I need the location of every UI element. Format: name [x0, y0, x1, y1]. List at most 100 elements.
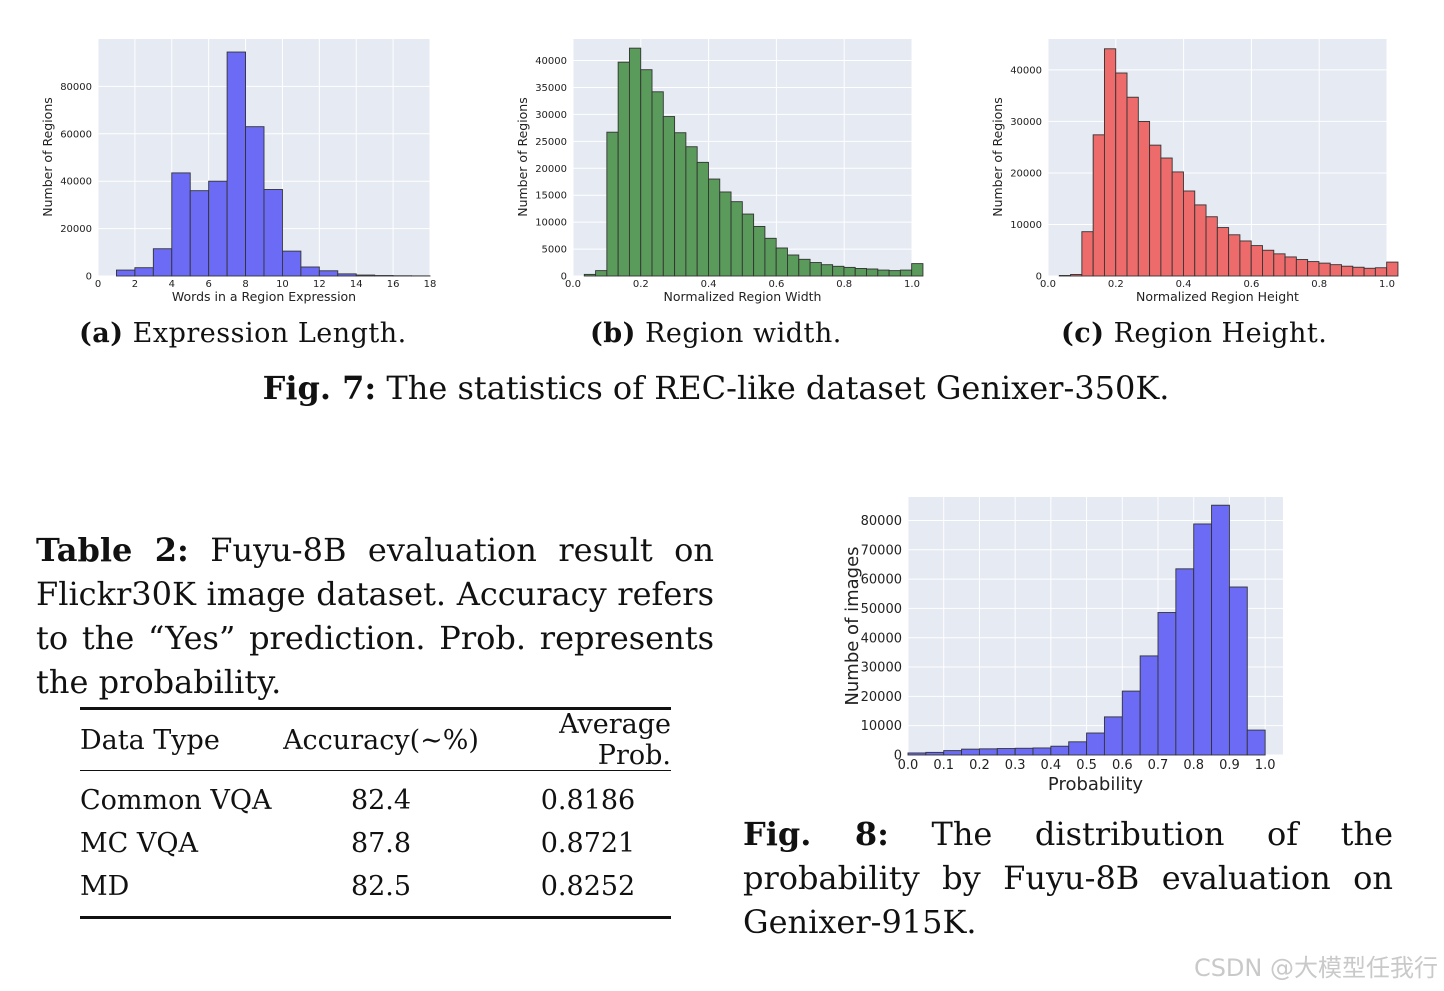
x-tick-label: 0.8	[836, 279, 852, 290]
histogram-bar	[996, 748, 1016, 756]
histogram-bar	[1086, 732, 1105, 756]
histogram-bar	[1374, 267, 1388, 277]
x-tick-label: 0.4	[1041, 758, 1062, 773]
x-tick-label: 16	[387, 279, 400, 290]
histogram-bar	[1386, 261, 1399, 277]
x-tick-label: 0.4	[1176, 279, 1192, 290]
x-axis-label: Normalized Region Height	[1136, 289, 1299, 304]
y-tick-label: 20000	[861, 690, 902, 705]
y-tick-label: 60000	[861, 573, 902, 588]
histogram-bar	[1246, 729, 1266, 756]
x-tick-label: 0.8	[1311, 279, 1327, 290]
y-tick-label: 30000	[1010, 117, 1042, 128]
table-header-cell: Data Type	[80, 724, 220, 756]
subcaption-a: (a) Expression Length.	[79, 318, 407, 349]
histogram-bar	[1363, 267, 1376, 277]
subcaption-b-tag: (b)	[590, 318, 636, 349]
table-cell: 82.4	[350, 785, 412, 816]
histogram-bar	[911, 263, 924, 277]
histogram-bar	[1341, 265, 1354, 277]
y-tick-label: 15000	[535, 191, 567, 202]
watermark: CSDN @大模型任我行	[1193, 954, 1438, 982]
histogram-bar	[1032, 747, 1052, 756]
subcaption-a-text: Expression Length.	[132, 318, 407, 349]
y-tick-label: 0	[894, 749, 902, 764]
figure8-caption-text: The distribution of the probability by F…	[743, 815, 1394, 941]
y-tick-label: 40000	[861, 631, 902, 646]
figure7-caption: Fig. 7: The statistics of REC-like datas…	[0, 369, 1432, 407]
subcaption-a-tag: (a)	[79, 318, 124, 349]
histogram-bar	[961, 748, 980, 756]
x-axis-label: Words in a Region Expression	[172, 289, 356, 304]
x-tick-label: 0	[95, 279, 101, 290]
y-tick-label: 60000	[60, 129, 92, 140]
table-row: MD 82.5 0.8252	[80, 865, 671, 908]
x-tick-label: 0.6	[1243, 279, 1259, 290]
x-tick-label: 0.0	[898, 758, 919, 773]
histogram-bar	[1211, 504, 1230, 756]
histogram-bar	[1193, 523, 1213, 756]
y-tick-label: 5000	[542, 245, 567, 256]
table-cell: 87.8	[350, 828, 412, 859]
table-header-row: Data Type Accuracy(∼%) Average Prob.	[80, 709, 671, 771]
y-tick-label: 35000	[535, 83, 567, 94]
y-tick-label: 80000	[60, 82, 92, 93]
y-tick-label: 20000	[60, 224, 92, 235]
y-tick-label: 0	[1036, 272, 1042, 283]
y-axis-label: Numbe of images	[842, 546, 863, 705]
y-tick-label: 10000	[1010, 220, 1042, 231]
figure7-caption-label: Fig. 7:	[262, 369, 377, 407]
table-mid-rule	[80, 770, 671, 771]
table2-caption: Table 2: Fuyu-8B evaluation result on Fl…	[36, 528, 714, 704]
y-tick-label: 20000	[1010, 168, 1042, 179]
x-tick-label: 0.4	[701, 279, 717, 290]
fig7a-chart: 0 2 4 6 8 10 12 14 16 18 0 20000 40000 60000 80000 Word…	[40, 39, 437, 304]
x-tick-label: 2	[132, 279, 138, 290]
x-tick-label: 18	[424, 279, 437, 290]
figure8-caption-label: Fig. 8:	[743, 815, 889, 853]
table2-caption-label: Table 2:	[36, 531, 189, 569]
table-header-cell: Accuracy(∼%)	[283, 724, 479, 756]
x-tick-label: 1.0	[1255, 758, 1276, 773]
y-tick-label: 30000	[861, 661, 902, 676]
x-tick-label: 1.0	[1379, 279, 1395, 290]
histogram-bar	[907, 752, 927, 756]
x-tick-label: 0.6	[768, 279, 784, 290]
table-row: MC VQA 87.8 0.8721	[80, 822, 671, 865]
x-tick-label: 10	[276, 279, 289, 290]
y-tick-label: 10000	[535, 218, 567, 229]
subcaption-c-tag: (c)	[1061, 318, 1105, 349]
y-axis-label: Number of Regions	[40, 97, 55, 217]
histogram-bar	[1050, 745, 1070, 756]
figure8-caption: Fig. 8: The distribution of the probabil…	[743, 812, 1393, 944]
x-tick-label: 0.1	[933, 758, 954, 773]
x-tick-label: 0.6	[1112, 758, 1133, 773]
x-tick-label: 0.8	[1183, 758, 1204, 773]
histogram-bar	[318, 270, 339, 277]
y-tick-label: 0	[86, 272, 92, 283]
table-cell: MC VQA	[80, 828, 199, 859]
histogram-bar	[1068, 741, 1088, 756]
table-cell: 0.8721	[540, 828, 636, 859]
subcaption-c-text: Region Height.	[1113, 318, 1328, 349]
x-tick-label: 4	[169, 279, 175, 290]
x-tick-label: 0.0	[565, 279, 581, 290]
y-tick-label: 40000	[60, 177, 92, 188]
subcaption-b: (b) Region width.	[590, 318, 842, 349]
histogram-bar	[1352, 266, 1365, 277]
y-tick-label: 20000	[535, 164, 567, 175]
x-tick-label: 0.9	[1219, 758, 1240, 773]
histogram-bar	[1014, 747, 1034, 756]
y-tick-label: 10000	[861, 719, 902, 734]
histogram-bar	[943, 750, 963, 756]
y-tick-label: 0	[561, 272, 567, 283]
table-top-rule	[80, 707, 671, 710]
table-header-cell: Average Prob.	[559, 709, 671, 771]
table-bottom-rule	[80, 916, 671, 919]
y-tick-label: 50000	[861, 602, 902, 617]
x-tick-label: 12	[313, 279, 326, 290]
x-tick-label: 0.7	[1148, 758, 1169, 773]
subcaption-b-text: Region width.	[645, 318, 842, 349]
histogram-bar	[1329, 264, 1342, 277]
y-tick-label: 80000	[861, 514, 902, 529]
